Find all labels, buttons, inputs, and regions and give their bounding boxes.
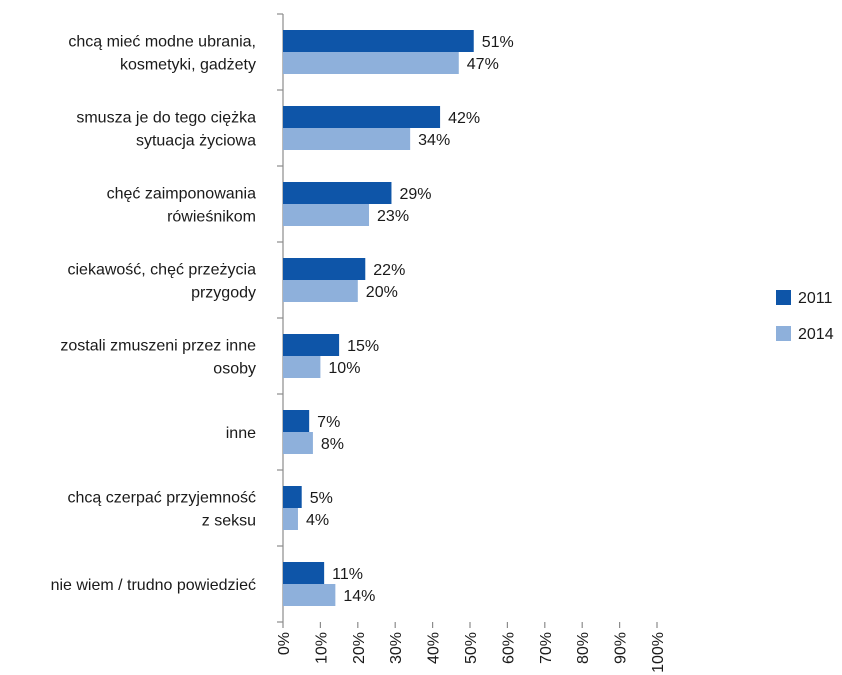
x-tick-label: 30%: [388, 632, 405, 664]
value-label-2014-3: 20%: [366, 284, 398, 301]
x-tick-label: 80%: [575, 632, 592, 664]
bar-2011-1: [283, 106, 441, 128]
bar-2011-7: [283, 562, 325, 584]
category-labels: chcą mieć modne ubrania, kosmetyki, gadże…: [51, 34, 257, 595]
bar-2014-0: [283, 52, 459, 74]
legend: 2011 2014: [776, 290, 834, 343]
value-label-2011-1: 42%: [448, 110, 480, 127]
x-tick-label: 0%: [276, 632, 293, 655]
x-tick-label: 90%: [613, 632, 630, 664]
category-label-2: rówieśnikom: [167, 209, 256, 226]
x-tick-labels: 0% 10% 20% 30% 40% 50% 60% 70% 80% 90% 100%: [276, 632, 667, 673]
category-label-3: przygody: [191, 285, 256, 302]
legend-swatch-2011: [776, 290, 791, 305]
x-tick-label: 60%: [500, 632, 517, 664]
value-label-2011-6: 5%: [310, 490, 333, 507]
category-label-4: osoby: [213, 361, 256, 378]
category-label-0: chcą mieć modne ubrania,: [68, 34, 256, 51]
value-label-2011-2: 29%: [399, 186, 431, 203]
bar-2014-7: [283, 584, 336, 606]
legend-label-2014: 2014: [798, 326, 834, 343]
legend-swatch-2014: [776, 326, 791, 341]
value-label-2011-4: 15%: [347, 338, 379, 355]
value-label-2014-5: 8%: [321, 436, 344, 453]
value-label-2014-4: 10%: [328, 360, 360, 377]
value-label-2011-5: 7%: [317, 414, 340, 431]
category-label-2: chęć zaimponowania: [107, 186, 257, 203]
value-labels: 51% 47% 42% 34% 29% 23% 22% 20% 15% 10% 7% 8% 5% 4% 11…: [306, 34, 514, 605]
category-label-0: kosmetyki, gadżety: [120, 57, 256, 74]
x-tick-label: 20%: [351, 632, 368, 664]
category-label-7: nie wiem / trudno powiedzieć: [51, 577, 256, 594]
value-label-2014-7: 14%: [343, 588, 375, 605]
value-label-2011-3: 22%: [373, 262, 405, 279]
bar-2011-3: [283, 258, 366, 280]
value-label-2011-0: 51%: [482, 34, 514, 51]
value-label-2014-6: 4%: [306, 512, 329, 529]
value-label-2011-7: 11%: [332, 566, 363, 583]
category-label-1: sytuacja życiowa: [136, 133, 256, 150]
x-tick-label: 50%: [463, 632, 480, 664]
x-tick-label: 40%: [426, 632, 443, 664]
x-tick-label: 10%: [313, 632, 330, 664]
x-tick-label: 100%: [650, 632, 667, 673]
bar-2014-3: [283, 280, 358, 302]
bar-2011-5: [283, 410, 310, 432]
value-label-2014-0: 47%: [467, 56, 499, 73]
value-label-2014-1: 34%: [418, 132, 450, 149]
bar-2014-6: [283, 508, 298, 530]
bar-2014-4: [283, 356, 321, 378]
category-label-3: ciekawość, chęć przeżycia: [67, 262, 256, 279]
category-label-1: smusza je do tego ciężka: [76, 110, 256, 127]
bar-2011-6: [283, 486, 302, 508]
bar-2014-2: [283, 204, 370, 226]
x-tick-label: 70%: [538, 632, 555, 664]
category-label-5: inne: [226, 425, 256, 442]
category-label-4: zostali zmuszeni przez inne: [60, 338, 256, 355]
category-label-6: z seksu: [202, 513, 256, 530]
bar-2011-0: [283, 30, 474, 52]
bar-2014-5: [283, 432, 313, 454]
legend-label-2011: 2011: [798, 290, 833, 307]
bar-2011-4: [283, 334, 340, 356]
chart-bars: [283, 30, 474, 606]
bar-2011-2: [283, 182, 392, 204]
category-label-6: chcą czerpać przyjemność: [67, 490, 256, 507]
value-label-2014-2: 23%: [377, 208, 409, 225]
bar-2014-1: [283, 128, 411, 150]
